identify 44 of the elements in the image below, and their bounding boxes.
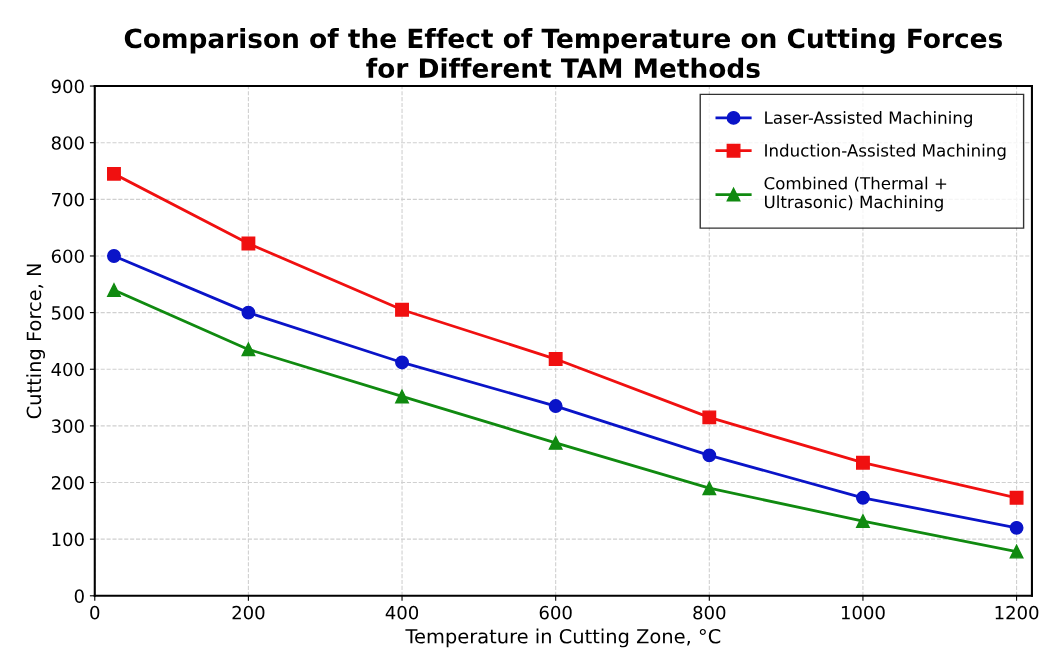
point: [548, 435, 563, 450]
x-tick-label: 200: [232, 605, 265, 620]
point: [702, 481, 717, 496]
y-tick-label: 300: [51, 419, 84, 433]
y-tick-label: 800: [51, 136, 84, 150]
x-tick-label: 400: [385, 605, 419, 620]
point: [855, 514, 870, 528]
point: [1009, 490, 1024, 505]
point: [702, 448, 717, 463]
chart-title: Comparison of the Effect of Temperature on Cutting Forces for Different TAM Methods: [124, 27, 1002, 79]
y-axis-title: Cutting Force, N: [26, 264, 46, 419]
point: [1009, 544, 1024, 559]
point: [702, 410, 717, 425]
point: [548, 352, 563, 366]
point: [395, 355, 409, 370]
y-tick-label: 200: [51, 475, 84, 490]
x-tick-label: 1200: [995, 605, 1039, 620]
y-tick-label: 900: [51, 79, 84, 94]
point: [107, 283, 121, 297]
y-tick-label: 100: [52, 532, 84, 547]
point: [241, 236, 256, 251]
x-tick-label: 800: [693, 605, 726, 620]
legend-label: Laser-Assisted Machining: [765, 111, 972, 128]
legend-label: Induction-Assisted Machining: [765, 143, 1006, 160]
x-axis-title: Temperature in Cutting Zone, °C: [405, 628, 721, 648]
legend-label: Combined (Thermal + Ultrasonic) Machining: [764, 176, 947, 212]
point: [395, 302, 409, 317]
point: [548, 399, 563, 414]
y-tick-label: 600: [51, 249, 84, 264]
point: [107, 249, 121, 263]
point: [241, 305, 256, 320]
y-tick-label: 0: [74, 589, 84, 603]
point: [1009, 520, 1024, 535]
y-tick-label: 500: [51, 306, 84, 320]
point: [855, 455, 870, 470]
point: [107, 166, 121, 181]
x-tick-label: 1000: [841, 605, 885, 620]
point: [855, 490, 870, 505]
y-tick-label: 400: [51, 362, 84, 377]
x-tick-label: 0: [90, 605, 100, 620]
y-tick-label: 700: [52, 192, 84, 207]
x-tick-label: 600: [539, 605, 572, 620]
point: [241, 342, 256, 357]
point: [395, 389, 409, 404]
